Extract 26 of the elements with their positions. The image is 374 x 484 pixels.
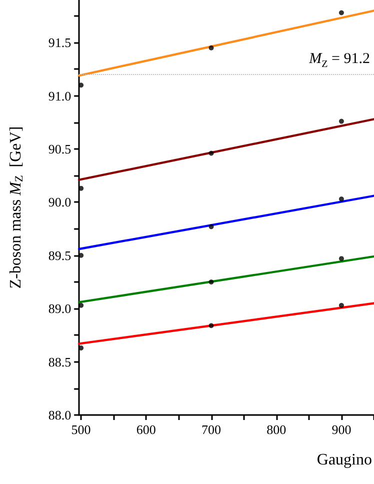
y-tick-label: 90.0 xyxy=(48,194,72,210)
point xyxy=(208,224,214,230)
y-tick-label: 91.5 xyxy=(48,35,72,50)
x-tick-label: 900 xyxy=(332,422,352,437)
point xyxy=(338,10,344,16)
ref-line-label: M$_{Z}$ = 91.2 xyxy=(309,51,370,70)
y-tick-label: 88.0 xyxy=(48,408,72,422)
x-tick-label: 600 xyxy=(136,422,156,437)
y-tick-label: 89.5 xyxy=(48,248,72,263)
point xyxy=(208,45,214,50)
y-tick-label: 91.0 xyxy=(48,88,72,104)
point xyxy=(338,302,344,308)
point xyxy=(208,323,214,328)
y-tick-label: 89.0 xyxy=(48,301,72,316)
y-axis-title: Z-boson mass MZ [GeV] xyxy=(8,126,26,289)
point xyxy=(208,150,214,156)
y-tick-label: 88.5 xyxy=(48,354,72,370)
point xyxy=(338,256,344,262)
x-tick-label: 700 xyxy=(202,422,221,437)
x-axis-title: Gaugino xyxy=(316,452,372,468)
x-tick-label: 800 xyxy=(266,422,286,437)
x-tick-label: 500 xyxy=(71,422,91,437)
point xyxy=(338,196,344,202)
y-tick-label: 90.5 xyxy=(48,141,72,156)
point xyxy=(338,118,344,124)
point xyxy=(208,279,214,284)
